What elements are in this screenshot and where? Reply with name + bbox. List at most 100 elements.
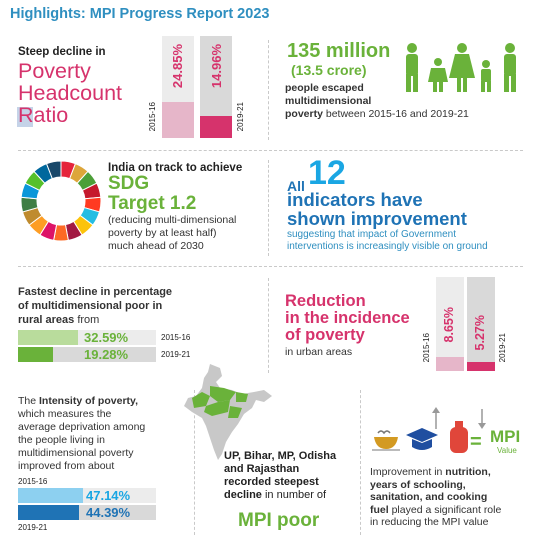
- p7-line2: which measures the: [18, 408, 112, 420]
- p1-chart: 24.85% 14.96% 2015-16 2019-21: [148, 36, 258, 138]
- divider: [268, 278, 269, 373]
- p5-bar2-year: 2019-21: [161, 350, 191, 359]
- p7-bar1: [18, 488, 83, 503]
- p4-all: All: [287, 178, 305, 194]
- p1-bar1: [162, 102, 194, 138]
- p4-line2: interventions is increasingly visible on…: [287, 241, 488, 252]
- p1-big1: Poverty: [18, 59, 91, 83]
- p7-bar2-year: 2019-21: [18, 523, 48, 532]
- page-title: Highlights: MPI Progress Report 2023: [10, 6, 270, 22]
- divider: [194, 390, 195, 535]
- p8-line4-rest: in number of: [261, 489, 327, 501]
- p6-heading: Reduction in the incidence of poverty: [285, 293, 410, 344]
- p2-line1: people escaped: [285, 82, 364, 94]
- p9-line1-bold: nutrition,: [445, 466, 491, 478]
- p6-big1: Reduction: [285, 292, 366, 310]
- p9-line4-rest: played a significant role: [388, 503, 502, 516]
- food-bowl-icon: [372, 430, 400, 451]
- p9-line3: sanitation, and cooking: [370, 491, 488, 503]
- sdg-wheel-icon: [20, 160, 102, 242]
- p9-eq: =: [470, 431, 482, 453]
- p7-bar2: [18, 505, 79, 520]
- p3-line1: (reducing multi-dimensional: [108, 214, 237, 226]
- p8-line4-bold: decline: [224, 489, 262, 501]
- p1-bar2: [200, 116, 232, 138]
- p6-sub: in urban areas: [285, 346, 353, 358]
- p4-big2: shown improvement: [287, 208, 467, 229]
- p8-big: MPI poor: [238, 510, 320, 531]
- p8-line1: UP, Bihar, MP, Odisha: [224, 450, 337, 462]
- p9-line2: years of schooling,: [370, 478, 466, 491]
- mpi-icons: [372, 407, 486, 453]
- cursor-highlight: [17, 107, 33, 127]
- p7-bar2-value: 44.39%: [86, 505, 131, 520]
- p9-line5: in reducing the MPI value: [370, 516, 489, 528]
- p1-bar1-year: 2015-16: [148, 102, 157, 132]
- p6-bar1-value: 8.65%: [442, 307, 456, 343]
- p6-big2: in the incidence: [285, 309, 410, 327]
- p5-line3-rest: from: [74, 314, 100, 326]
- p1-big3-wrap: Ratio: [17, 103, 122, 127]
- p7-line3: average deprivation among: [18, 421, 146, 433]
- p7-line4: the people living in: [18, 434, 105, 446]
- p6-bar1-year: 2015-16: [422, 333, 431, 363]
- p7-bar1-year: 2015-16: [18, 477, 48, 486]
- p7-text: The Intensity of poverty, which measures…: [18, 395, 145, 473]
- p1-big2: Headcount: [18, 81, 122, 105]
- p5-bar1-year: 2015-16: [161, 333, 191, 342]
- family-icon: [406, 43, 516, 92]
- divider: [268, 40, 269, 140]
- p5-bar2: [18, 347, 53, 362]
- p2-line3-bold: poverty: [285, 108, 323, 120]
- p4-line1: suggesting that impact of Government: [287, 229, 456, 240]
- p4-num: 12: [308, 154, 346, 192]
- p3-line2: poverty by at least half): [108, 227, 217, 239]
- p8-line2: and Rajasthan: [224, 463, 300, 475]
- p7-line5: multidimensional poverty: [18, 447, 134, 459]
- p3-line3: much ahead of 2030: [108, 240, 204, 252]
- p3-text: (reducing multi-dimensional poverty by a…: [108, 214, 236, 253]
- p3-big1: SDG: [108, 173, 150, 194]
- p6-bar2-value: 5.27%: [473, 315, 487, 351]
- p7-chart: 2015-16 47.14% 44.39% 2019-21: [18, 477, 188, 537]
- p5-bar1: [18, 330, 78, 345]
- india-map-icon: [184, 364, 272, 460]
- p1-bar1-value: 24.85%: [170, 44, 185, 89]
- p9-line1-pre: Improvement in: [370, 466, 446, 478]
- p1-lead: Steep decline in: [18, 46, 106, 58]
- p5-bar2-value: 19.28%: [84, 347, 129, 362]
- p9-line4-bold: fuel: [370, 503, 389, 516]
- p5-line2: of multidimensional poor in: [18, 300, 163, 312]
- divider: [18, 150, 523, 151]
- p9-mpi: MPI: [490, 427, 521, 446]
- p9-value: Value: [497, 446, 517, 455]
- p1-big3: Ratio: [18, 103, 69, 127]
- p5-text: Fastest decline in percentage of multidi…: [18, 285, 172, 327]
- p4-heading: indicators have shown improvement: [287, 190, 467, 228]
- p6-bar2: [467, 362, 495, 371]
- p6-bar1: [436, 357, 464, 371]
- divider: [18, 266, 523, 267]
- p1-bar2-year: 2019-21: [236, 102, 245, 132]
- p8-line3: recorded steepest: [224, 476, 319, 488]
- p5-bar1-value: 32.59%: [84, 330, 129, 345]
- p6-bar2-track: [467, 277, 495, 371]
- p4-big1: indicators have: [287, 189, 423, 210]
- p3-heading: SDG Target 1.2: [108, 174, 196, 214]
- p8-text: UP, Bihar, MP, Odisha and Rajasthan reco…: [224, 450, 336, 502]
- p2-line2: multidimensional: [285, 95, 372, 107]
- p1-heading: Poverty Headcount Ratio: [17, 59, 122, 127]
- p4-text: suggesting that impact of Government int…: [287, 229, 488, 253]
- p9-text: Improvement in nutrition, years of schoo…: [370, 466, 501, 529]
- p6-bar1-track: [436, 277, 464, 371]
- p2-text: people escaped multidimensional poverty …: [285, 82, 469, 121]
- divider: [268, 160, 269, 256]
- sdg-wheel-segment: [45, 160, 62, 180]
- p5-line1: Fastest decline in percentage: [18, 286, 173, 298]
- p7-line1-pre: The: [18, 395, 40, 407]
- p5-chart: 32.59% 19.28% 2015-16 2019-21: [18, 330, 218, 364]
- p7-line6: improved from about: [18, 460, 115, 472]
- p3-lead: India on track to achieve: [108, 162, 243, 174]
- p2-sub: (13.5 crore): [291, 62, 367, 78]
- p7-bar1-value: 47.14%: [86, 488, 131, 503]
